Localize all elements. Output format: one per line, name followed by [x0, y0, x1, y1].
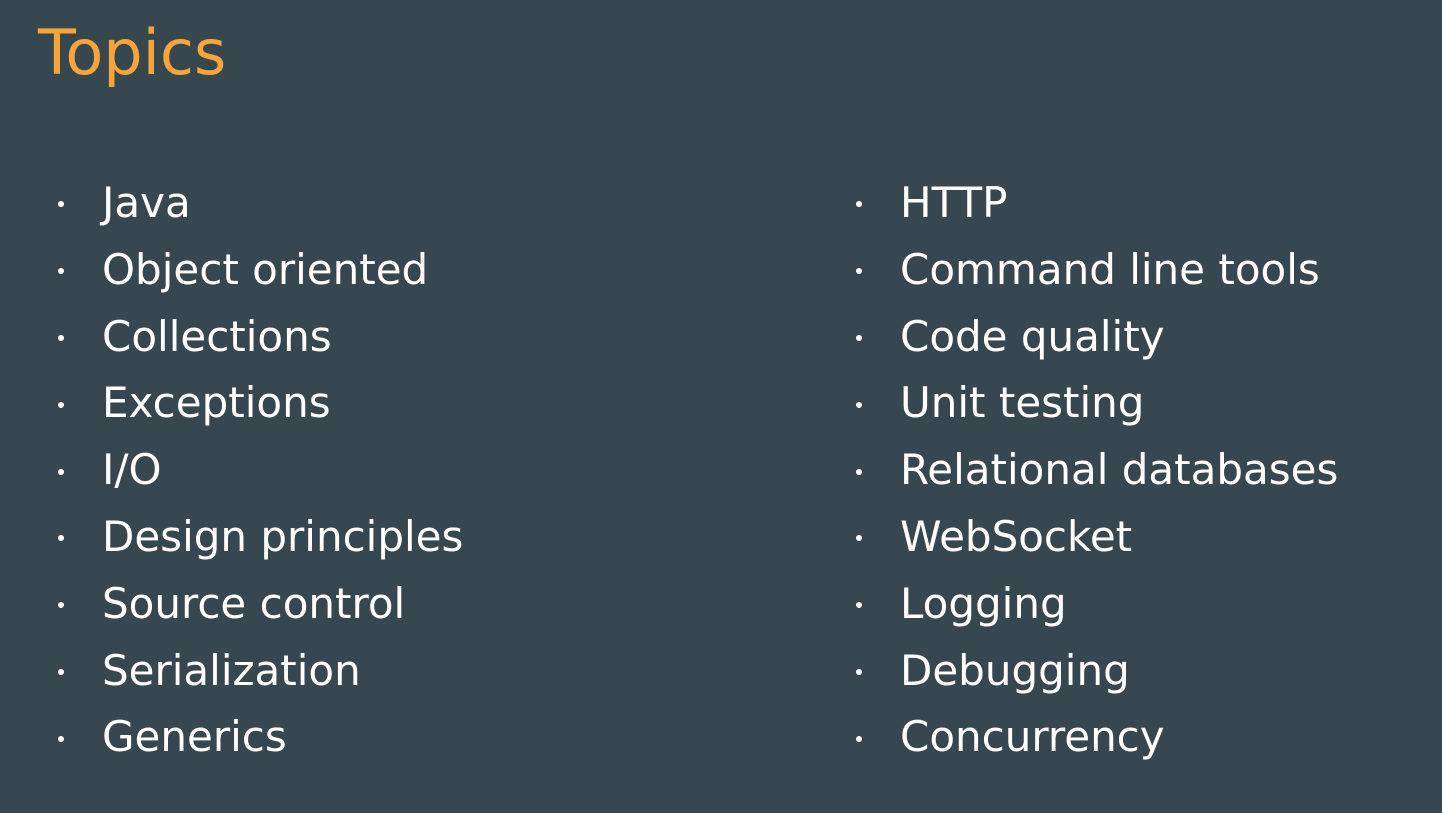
bullet-icon: [856, 468, 862, 475]
list-item: Serialization: [58, 638, 798, 705]
topic-label: Serialization: [102, 645, 361, 695]
bullet-icon: [58, 535, 64, 542]
list-item: Unit testing: [856, 370, 1436, 437]
list-item: Collections: [58, 304, 798, 371]
list-item: Generics: [58, 704, 798, 771]
list-item: Relational databases: [856, 437, 1436, 504]
list-item: WebSocket: [856, 504, 1436, 571]
list-item: I/O: [58, 437, 798, 504]
topics-list-right: HTTP Command line tools Code quality Uni…: [856, 170, 1436, 771]
bullet-icon: [58, 602, 64, 609]
topic-label: Object oriented: [102, 244, 429, 294]
topic-label: Debugging: [900, 645, 1130, 695]
bullet-icon: [856, 334, 862, 341]
topic-label: Relational databases: [900, 445, 1339, 495]
topic-label: I/O: [102, 445, 162, 495]
list-item: Design principles: [58, 504, 798, 571]
bullet-icon: [58, 668, 64, 675]
bullet-icon: [58, 468, 64, 475]
topic-label: Unit testing: [900, 378, 1145, 428]
list-item: Command line tools: [856, 237, 1436, 304]
topic-label: Code quality: [900, 311, 1165, 361]
bullet-icon: [856, 668, 862, 675]
topic-label: HTTP: [900, 178, 1008, 227]
topic-label: Generics: [102, 712, 287, 762]
topics-list-left: Java Object oriented Collections Excepti…: [58, 170, 798, 771]
slide-title: Topics: [38, 16, 227, 89]
topic-label: Concurrency: [900, 712, 1165, 762]
topic-label: Exceptions: [102, 378, 331, 428]
list-item: Object oriented: [58, 237, 798, 304]
bullet-icon: [58, 735, 64, 742]
topic-label: Java: [102, 178, 191, 227]
list-item: Exceptions: [58, 370, 798, 437]
bullet-icon: [58, 268, 64, 275]
bullet-icon: [856, 401, 862, 408]
bullet-icon: [58, 401, 64, 408]
list-item: Code quality: [856, 304, 1436, 371]
topic-label: Collections: [102, 311, 332, 361]
bullet-icon: [856, 201, 862, 208]
list-item: Source control: [58, 571, 798, 638]
topic-label: Logging: [900, 578, 1067, 628]
list-item: Logging: [856, 571, 1436, 638]
bullet-icon: [856, 602, 862, 609]
bullet-icon: [856, 268, 862, 275]
bullet-icon: [58, 334, 64, 341]
topic-label: Source control: [102, 578, 406, 628]
topic-label: Command line tools: [900, 244, 1320, 294]
topic-label: Design principles: [102, 511, 464, 561]
bullet-icon: [856, 735, 862, 742]
list-item: Java: [58, 170, 798, 237]
bullet-icon: [58, 201, 64, 208]
bullet-icon: [856, 535, 862, 542]
topic-label: WebSocket: [900, 511, 1133, 561]
list-item: HTTP: [856, 170, 1436, 237]
list-item: Debugging: [856, 638, 1436, 705]
list-item: Concurrency: [856, 704, 1436, 771]
